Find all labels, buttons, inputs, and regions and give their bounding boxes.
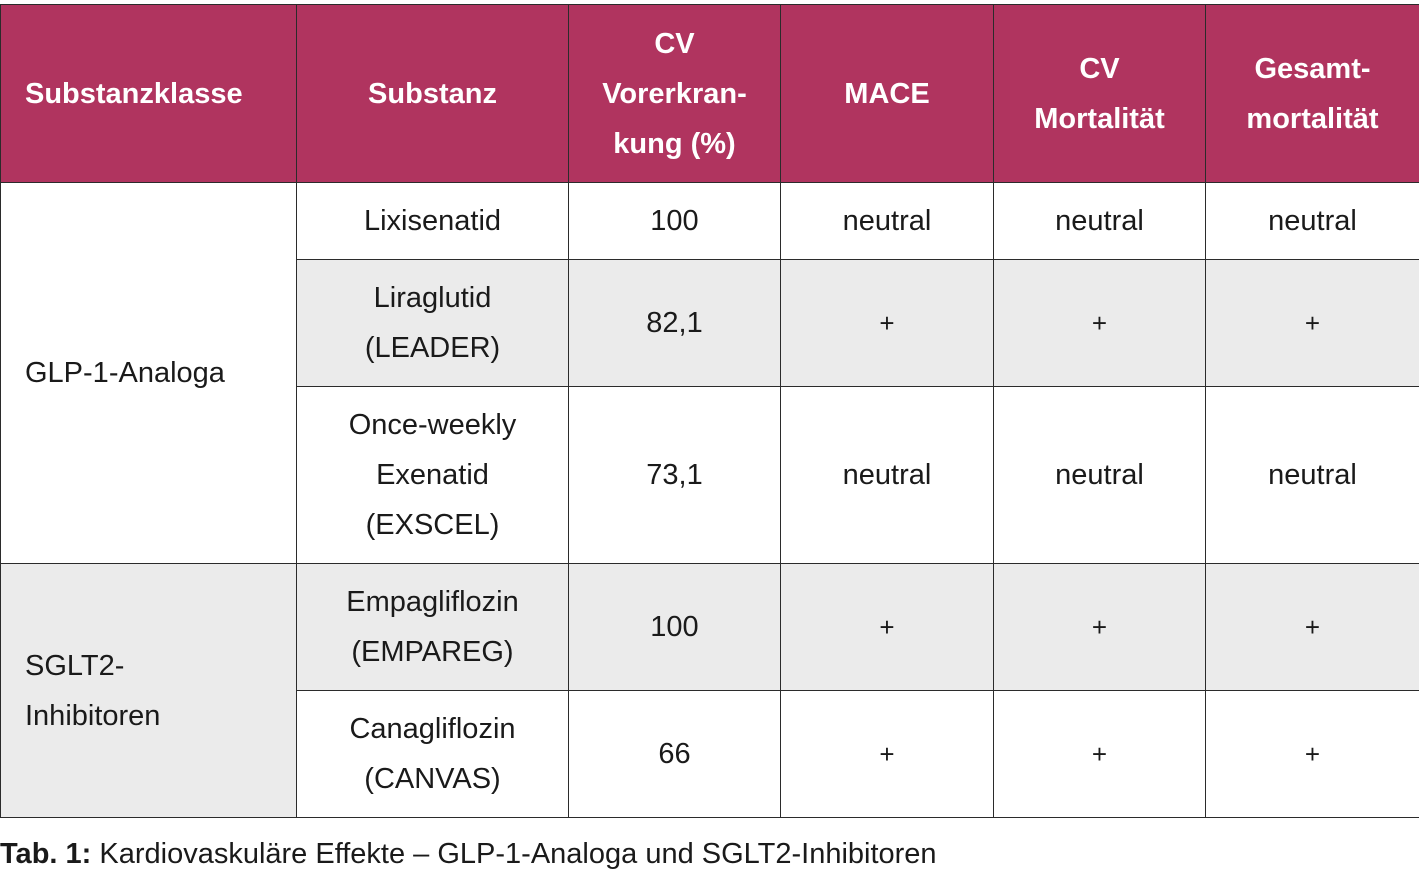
header-total-mortality: Gesamt- mortalität: [1205, 4, 1419, 183]
substance-line: Liraglutid: [373, 282, 492, 314]
substance-line: Once-weekly: [348, 409, 517, 441]
cv-mortality-cell: +: [993, 563, 1206, 691]
header-line: Substanzklasse: [25, 77, 243, 110]
cv-prior-cell: 100: [568, 182, 781, 260]
substance-class-line: Inhibitoren: [25, 699, 161, 732]
substance-class-line: GLP-1-Analoga: [25, 357, 225, 389]
total-mortality-cell: +: [1205, 563, 1419, 691]
table-row: SGLT2- Inhibitoren Empagliflozin (EMPARE…: [0, 563, 1419, 818]
header-line: Gesamt-: [1254, 52, 1371, 85]
table-row: Liraglutid (LEADER) 82,1 + + +: [1, 259, 1419, 387]
caption-label: Tab. 1:: [0, 838, 92, 870]
table-caption: Tab. 1: Kardiovaskuläre Effekte – GLP-1-…: [0, 832, 937, 876]
results-table: Substanzklasse Substanz CV Vorerkran- ku…: [0, 4, 1419, 818]
total-mortality-cell: +: [1205, 690, 1419, 818]
cv-mortality-cell: +: [993, 690, 1206, 818]
total-mortality-cell: neutral: [1205, 182, 1419, 260]
cv-prior-cell: 66: [568, 690, 781, 818]
total-mortality-cell: neutral: [1205, 386, 1419, 564]
header-row: Substanzklasse Substanz CV Vorerkran- ku…: [0, 4, 1419, 183]
table-row: GLP-1-Analoga Lixisenatid 100 neutral ne…: [0, 182, 1419, 564]
substance-class-line: SGLT2-: [25, 649, 125, 682]
substance-line: Lixisenatid: [363, 205, 502, 237]
mace-cell: +: [780, 259, 994, 387]
table-row: Once-weekly Exenatid (EXSCEL) 73,1 neutr…: [1, 386, 1419, 564]
cv-mortality-cell: neutral: [993, 386, 1206, 564]
mace-cell: neutral: [780, 386, 994, 564]
header-line: MACE: [844, 77, 930, 110]
header-line: Vorerkran-: [602, 77, 747, 110]
substance-cell: Canagliflozin (CANVAS): [296, 690, 569, 818]
caption-text: Kardiovaskuläre Effekte – GLP-1-Analoga …: [91, 838, 937, 870]
cv-mortality-cell: neutral: [993, 182, 1206, 260]
header-line: Substanz: [368, 77, 497, 110]
mace-cell: +: [780, 690, 994, 818]
substance-line: (CANVAS): [364, 763, 501, 795]
substance-class-cell: SGLT2- Inhibitoren: [0, 563, 297, 818]
cv-prior-cell: 73,1: [568, 386, 781, 564]
header-substance-class: Substanzklasse: [0, 4, 297, 183]
header-cv-mortality: CV Mortalität: [993, 4, 1206, 183]
substance-cell: Lixisenatid: [296, 182, 569, 260]
header-substance: Substanz: [296, 4, 569, 183]
substance-cell: Liraglutid (LEADER): [296, 259, 569, 387]
substance-line: (EMPAREG): [351, 636, 514, 668]
header-line: mortalität: [1246, 102, 1379, 135]
substance-line: (LEADER): [364, 332, 501, 364]
header-line: kung (%): [613, 127, 736, 160]
substance-line: Canagliflozin: [349, 713, 516, 745]
header-line: CV: [654, 27, 695, 60]
substance-line: Exenatid: [376, 459, 489, 491]
header-mace: MACE: [780, 4, 994, 183]
cv-prior-cell: 82,1: [568, 259, 781, 387]
cv-mortality-cell: +: [993, 259, 1206, 387]
substance-cell: Once-weekly Exenatid (EXSCEL): [296, 386, 569, 564]
header-cv-prior-disease: CV Vorerkran- kung (%): [568, 4, 781, 183]
mace-cell: neutral: [780, 182, 994, 260]
cv-prior-cell: 100: [568, 563, 781, 691]
mace-cell: +: [780, 563, 994, 691]
header-line: CV: [1079, 52, 1120, 85]
substance-cell: Empagliflozin (EMPAREG): [296, 563, 569, 691]
substance-line: Empagliflozin: [346, 586, 519, 618]
substance-class-cell: GLP-1-Analoga: [0, 182, 297, 564]
header-line: Mortalität: [1034, 102, 1165, 135]
substance-line: (EXSCEL): [365, 509, 500, 541]
total-mortality-cell: +: [1205, 259, 1419, 387]
table-row: Canagliflozin (CANVAS) 66 + + +: [1, 690, 1419, 818]
